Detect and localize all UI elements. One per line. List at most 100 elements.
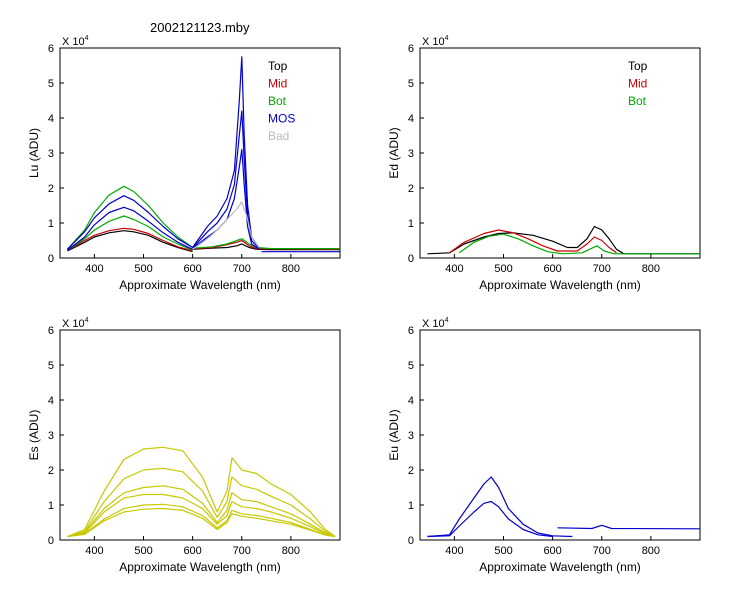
series-line-bot bbox=[458, 233, 700, 255]
series-line-eu1 bbox=[427, 476, 573, 538]
y-tick-label: 0 bbox=[408, 253, 414, 265]
legend-entry: Top bbox=[268, 59, 288, 73]
series-group bbox=[66, 56, 340, 253]
y-multiplier: X 104 bbox=[422, 35, 449, 48]
y-tick-label: 3 bbox=[408, 430, 414, 442]
y-axis-label: Es (ADU) bbox=[27, 410, 41, 461]
x-tick-label: 800 bbox=[282, 545, 300, 557]
x-tick-label: 700 bbox=[233, 545, 251, 557]
y-tick-label: 4 bbox=[48, 395, 54, 407]
x-tick-label: 600 bbox=[543, 263, 561, 275]
series-line-bot2 bbox=[192, 238, 340, 250]
legend-entry: MOS bbox=[268, 112, 295, 126]
x-axis-label: Approximate Wavelength (nm) bbox=[119, 278, 281, 292]
series-line-mid bbox=[449, 229, 617, 254]
plot-frame bbox=[59, 329, 341, 541]
y-tick-label: 2 bbox=[408, 465, 414, 477]
series-line-bad bbox=[192, 201, 260, 250]
y-multiplier: X 104 bbox=[62, 35, 89, 48]
y-tick-label: 4 bbox=[48, 113, 54, 125]
y-tick-label: 2 bbox=[48, 183, 54, 195]
x-tick-label: 600 bbox=[183, 263, 201, 275]
x-tick-label: 800 bbox=[282, 263, 300, 275]
legend-entry: Bot bbox=[628, 94, 647, 108]
y-axis-label: Ed (ADU) bbox=[387, 127, 401, 178]
y-tick-label: 2 bbox=[408, 183, 414, 195]
x-tick-label: 700 bbox=[593, 545, 611, 557]
legend-entry: Top bbox=[628, 59, 648, 73]
y-tick-label: 6 bbox=[48, 43, 54, 55]
series-line-mos1 bbox=[192, 56, 260, 248]
y-tick-label: 3 bbox=[48, 430, 54, 442]
y-multiplier-exponent: 4 bbox=[445, 317, 449, 324]
x-axis-label: Approximate Wavelength (nm) bbox=[479, 278, 641, 292]
y-tick-label: 3 bbox=[408, 148, 414, 160]
series-line-mos2 bbox=[67, 206, 193, 251]
y-tick-label: 0 bbox=[48, 535, 54, 547]
legend-entry: Mid bbox=[268, 77, 287, 91]
y-multiplier-base: X 10 bbox=[62, 318, 85, 330]
plot-frame bbox=[419, 47, 701, 259]
legend-entry: Bot bbox=[268, 94, 287, 108]
y-tick-label: 5 bbox=[48, 360, 54, 372]
y-multiplier-exponent: 4 bbox=[85, 317, 89, 324]
y-tick-label: 2 bbox=[48, 465, 54, 477]
x-tick-label: 700 bbox=[593, 263, 611, 275]
series-line-eu2 bbox=[427, 500, 553, 538]
y-tick-label: 0 bbox=[408, 535, 414, 547]
series-line-eu3 bbox=[557, 524, 700, 530]
series-line-top bbox=[192, 243, 340, 251]
plot-frame bbox=[59, 47, 341, 259]
y-tick-label: 6 bbox=[408, 325, 414, 337]
x-axis-label: Approximate Wavelength (nm) bbox=[119, 560, 281, 574]
y-multiplier-exponent: 4 bbox=[445, 35, 449, 42]
series-line-mos1 bbox=[66, 195, 193, 250]
x-tick-label: 500 bbox=[494, 545, 512, 557]
series-line-bot2 bbox=[67, 215, 193, 251]
x-tick-label: 600 bbox=[543, 545, 561, 557]
x-tick-label: 500 bbox=[134, 263, 152, 275]
series-line-mid bbox=[67, 227, 193, 252]
y-multiplier-exponent: 4 bbox=[85, 35, 89, 42]
x-tick-label: 800 bbox=[642, 263, 660, 275]
x-axis-label: Approximate Wavelength (nm) bbox=[479, 560, 641, 574]
x-tick-label: 600 bbox=[183, 545, 201, 557]
figure-title: 2002121123.mby bbox=[150, 20, 250, 35]
y-tick-label: 0 bbox=[48, 253, 54, 265]
y-axis-label: Lu (ADU) bbox=[27, 128, 41, 178]
x-tick-label: 500 bbox=[494, 263, 512, 275]
y-tick-label: 6 bbox=[48, 325, 54, 337]
legend-entry: Mid bbox=[628, 77, 647, 91]
y-tick-label: 1 bbox=[48, 500, 54, 512]
y-tick-label: 5 bbox=[408, 360, 414, 372]
y-tick-label: 1 bbox=[408, 218, 414, 230]
x-tick-label: 700 bbox=[233, 263, 251, 275]
y-multiplier-base: X 10 bbox=[62, 36, 85, 48]
series-line-es2 bbox=[67, 467, 336, 538]
y-tick-label: 4 bbox=[408, 395, 414, 407]
y-tick-label: 4 bbox=[408, 113, 414, 125]
series-group bbox=[427, 225, 700, 255]
x-tick-label: 400 bbox=[445, 545, 463, 557]
x-tick-label: 500 bbox=[134, 545, 152, 557]
y-multiplier: X 104 bbox=[62, 317, 89, 330]
series-line-es1 bbox=[67, 446, 336, 538]
series-line-es4 bbox=[67, 493, 336, 538]
series-line-es5 bbox=[67, 503, 336, 538]
x-tick-label: 400 bbox=[85, 545, 103, 557]
x-tick-label: 400 bbox=[85, 263, 103, 275]
legend-entry: Bad bbox=[268, 129, 289, 143]
y-multiplier-base: X 10 bbox=[422, 36, 445, 48]
y-tick-label: 6 bbox=[408, 43, 414, 55]
plot-frame bbox=[419, 329, 701, 541]
series-line-es6 bbox=[67, 507, 336, 538]
y-axis-label: Eu (ADU) bbox=[387, 409, 401, 460]
y-tick-label: 1 bbox=[408, 500, 414, 512]
y-tick-label: 3 bbox=[48, 148, 54, 160]
series-group bbox=[67, 446, 336, 538]
